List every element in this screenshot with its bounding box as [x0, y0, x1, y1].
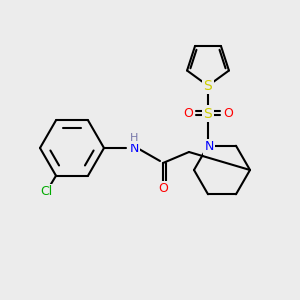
Text: Cl: Cl	[40, 185, 52, 198]
Text: N: N	[204, 140, 214, 153]
Text: S: S	[204, 79, 212, 93]
Text: O: O	[183, 107, 193, 120]
Text: S: S	[204, 107, 212, 121]
Text: N: N	[129, 142, 139, 154]
Text: O: O	[223, 107, 233, 120]
Text: O: O	[158, 182, 168, 196]
Text: H: H	[130, 133, 138, 143]
